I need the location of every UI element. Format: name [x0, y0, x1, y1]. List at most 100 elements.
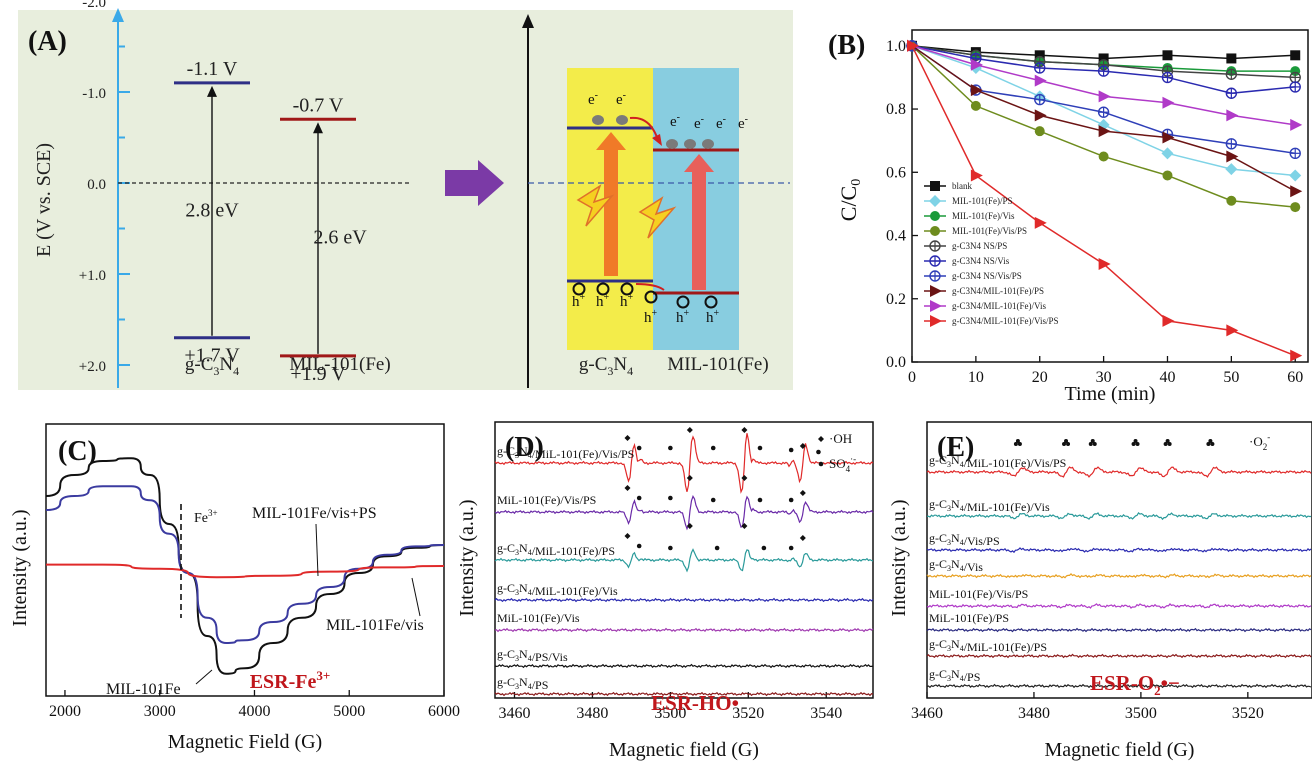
legend-marker-b [930, 226, 940, 236]
electron-sup: - [623, 90, 626, 101]
right-gcn-name-main: g-C [579, 354, 608, 375]
series-b-5 [906, 40, 1301, 99]
s: 3 [515, 682, 519, 691]
hole-label: h+ [644, 308, 658, 326]
o2-marker [1133, 439, 1138, 443]
panel-a-svg: (A)-2.0-1.00.0+1.0+2.0+3.0E (V vs. SCE)-… [18, 0, 793, 466]
s: 4 [960, 504, 964, 513]
y-axis-title-b: C/C0 [836, 179, 864, 221]
esr-trace-e [926, 627, 1312, 633]
x-tick-label-d: 3480 [576, 705, 608, 722]
o2-marker [1206, 442, 1211, 446]
electron-dot [666, 139, 678, 149]
data-point-b [970, 58, 983, 71]
o2-sub: 2 [1263, 442, 1268, 452]
trace-label-e: g-C3N4/MiL-101(Fe)/Vis/PS [929, 453, 1066, 470]
s: 3 [515, 654, 519, 663]
legend-so4-symbol [818, 461, 824, 467]
esr-trace-e [926, 653, 1312, 659]
so4-marker [788, 545, 794, 551]
hole-letter: h [706, 310, 714, 326]
energy-tick-label: -1.0 [82, 86, 106, 102]
pointer-vis-ps [315, 523, 319, 577]
s: 4 [528, 654, 532, 663]
label-mil: MIL-101Fe [106, 681, 181, 698]
data-point-b [1097, 118, 1110, 131]
data-point-b [1034, 74, 1047, 87]
fe3-main: Fe [194, 511, 208, 526]
data-point-b [1290, 349, 1303, 362]
trace-label-part: MiL-101(Fe)/Vis/PS [497, 493, 596, 507]
s: C [939, 531, 947, 545]
esr-e-main: ESR-O [1090, 671, 1154, 695]
hole-circle [704, 295, 718, 309]
data-point-b [1034, 50, 1045, 61]
esr-title-main: ESR-Fe [250, 671, 317, 693]
so4-marker [636, 445, 642, 451]
trace-label-d: g-C3N4/PS [497, 675, 548, 692]
right-gcn-name-sub2: 4 [627, 364, 633, 378]
esr-title-e: ESR-O2•− [1090, 671, 1180, 698]
s: 4 [528, 588, 532, 597]
esr-trace-e [926, 466, 1312, 478]
legend-oh-symbol [818, 436, 824, 442]
trace-label-part: MiL-101(Fe)/PS [929, 611, 1009, 625]
s: C [507, 675, 515, 689]
s: 3 [947, 644, 951, 653]
so4-marker [714, 545, 720, 551]
so4-marker [761, 545, 767, 551]
so4-main: SO [829, 456, 846, 471]
legend-label-b: g-C3N4/MIL-101(Fe)/Vis/PS [952, 316, 1058, 326]
trace-label-part: g- [497, 581, 507, 595]
o2-marker [1167, 442, 1172, 446]
gcn-name: g-C3N4 [185, 354, 239, 378]
data-point-b [1098, 53, 1109, 64]
esr-trace-e [926, 683, 1312, 689]
x-tick-label-d: 3540 [810, 705, 842, 722]
gcn-name-main: g-C [185, 354, 214, 375]
data-point-b [1226, 150, 1239, 163]
trace-label-part: g- [497, 541, 507, 555]
data-point-b [1290, 118, 1303, 131]
o2-marker [1015, 439, 1020, 443]
legend-marker-b [930, 315, 942, 327]
oh-marker [741, 523, 748, 529]
data-point-b [1226, 195, 1237, 206]
s: 3 [515, 451, 519, 460]
oh-marker [741, 427, 748, 433]
x-tick-label-e: 3480 [1018, 705, 1050, 722]
electron-label: e- [588, 90, 598, 108]
trace-label-part: /MiL-101(Fe)/PS [532, 544, 615, 558]
trace-label-part: g- [929, 637, 939, 651]
electron-dot [702, 139, 714, 149]
energy-axis-title: E (V vs. SCE) [33, 143, 55, 257]
trace-label-d: g-C3N4/PS/Vis [497, 647, 568, 664]
right-mil-name: MIL-101(Fe) [667, 354, 768, 375]
y-tick-label-b: 0.6 [886, 164, 906, 181]
trace-label-part: g- [497, 647, 507, 661]
data-point-b [1098, 151, 1109, 162]
o2-sup: - [1267, 432, 1270, 442]
hole-label: h+ [676, 308, 690, 326]
oh-marker [799, 490, 806, 496]
legend-marker-b [930, 211, 940, 221]
oh-marker [624, 533, 631, 539]
electron-sup: - [723, 114, 726, 125]
esr-trace-d [494, 597, 874, 603]
hole-circle [620, 282, 634, 296]
so4-marker [668, 495, 673, 501]
panel-e-label: (E) [937, 432, 974, 463]
trace-label-part: /MiL-101(Fe)/Vis [532, 584, 618, 598]
s: N [951, 637, 960, 651]
esr-e-sub: 2 [1154, 683, 1161, 698]
o2-marker [1131, 442, 1136, 446]
o2-marker [1165, 439, 1170, 443]
so4-marker [757, 445, 763, 451]
o2-marker [1066, 442, 1071, 446]
label-vis-ps: MIL-101Fe/vis+PS [252, 505, 377, 522]
data-point-b [1290, 202, 1301, 213]
trace-label-e: g-C3N4/MiL-101(Fe)/PS [929, 637, 1047, 654]
right-gcn-name: g-C3N4 [579, 354, 633, 378]
electron-sup: - [745, 114, 748, 125]
trace-label-part: g- [497, 444, 507, 458]
